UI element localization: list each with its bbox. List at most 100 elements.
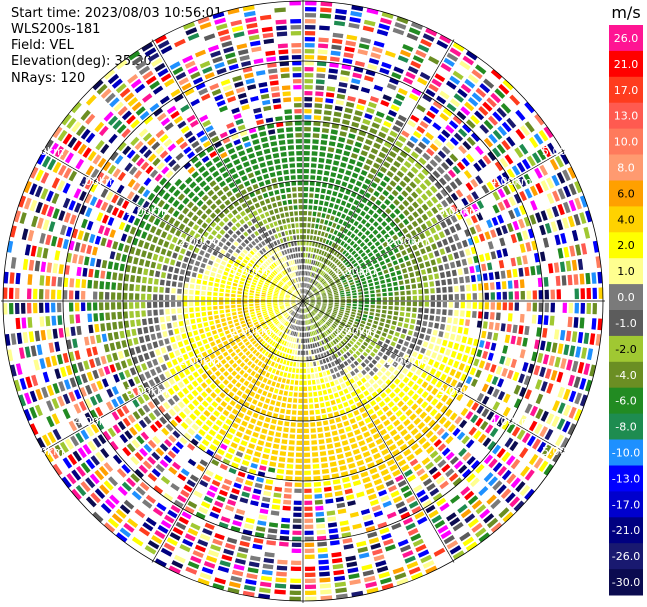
velocity-bin: [279, 352, 283, 357]
velocity-bin: [319, 311, 324, 314]
velocity-bin: [304, 31, 316, 36]
velocity-bin: [221, 318, 226, 323]
velocity-bin: [147, 472, 158, 482]
velocity-bin: [294, 482, 302, 487]
velocity-bin: [325, 214, 331, 220]
velocity-bin: [76, 325, 82, 336]
velocity-bin: [397, 275, 403, 280]
velocity-bin: [314, 308, 319, 311]
velocity-bin: [502, 406, 511, 417]
velocity-bin: [520, 290, 525, 300]
velocity-bin: [132, 399, 140, 408]
velocity-bin: [495, 281, 501, 290]
velocity-bin: [328, 240, 333, 246]
velocity-bin: [317, 354, 322, 359]
velocity-bin: [3, 287, 8, 299]
velocity-bin: [407, 119, 417, 128]
velocity-bin: [147, 285, 152, 292]
velocity-bin: [241, 354, 247, 360]
velocity-bin: [198, 328, 205, 334]
velocity-bin: [304, 464, 311, 469]
velocity-bin: [430, 301, 435, 307]
velocity-bin: [328, 349, 333, 355]
velocity-bin: [379, 428, 387, 436]
velocity-bin: [9, 287, 14, 299]
velocity-bin: [388, 229, 395, 236]
velocity-bin: [233, 482, 242, 489]
velocity-bin: [210, 383, 217, 390]
velocity-bin: [459, 318, 464, 326]
velocity-bin: [202, 474, 212, 483]
velocity-bin: [421, 401, 429, 409]
velocity-bin: [311, 247, 314, 253]
velocity-bin: [352, 72, 362, 79]
velocity-bin: [235, 382, 242, 388]
velocity-bin: [208, 429, 217, 437]
velocity-bin: [348, 197, 354, 203]
velocity-bin: [361, 218, 367, 225]
velocity-bin: [506, 323, 512, 333]
velocity-bin: [501, 121, 512, 133]
velocity-bin: [368, 378, 375, 385]
velocity-bin: [322, 420, 329, 426]
velocity-bin: [193, 266, 199, 272]
velocity-bin: [335, 8, 347, 15]
velocity-bin: [534, 113, 545, 126]
velocity-bin: [496, 249, 503, 259]
velocity-bin: [363, 431, 371, 438]
velocity-bin: [330, 341, 335, 347]
velocity-bin: [364, 307, 369, 311]
velocity-bin: [336, 224, 341, 230]
velocity-bin: [89, 358, 96, 369]
velocity-bin: [117, 450, 127, 461]
velocity-bin: [331, 314, 336, 318]
velocity-bin: [203, 561, 216, 569]
velocity-bin: [370, 195, 377, 202]
velocity-bin: [248, 443, 256, 449]
velocity-bin: [341, 181, 348, 187]
velocity-bin: [407, 205, 415, 213]
velocity-bin: [446, 207, 454, 216]
velocity-bin: [412, 55, 424, 64]
velocity-bin: [174, 245, 181, 253]
velocity-bin: [40, 261, 47, 272]
velocity-bin: [211, 330, 218, 335]
velocity-bin: [303, 362, 306, 367]
velocity-bin: [304, 265, 307, 270]
velocity-bin: [292, 304, 296, 307]
velocity-bin: [276, 344, 281, 349]
velocity-bin: [293, 305, 297, 308]
velocity-bin: [283, 499, 292, 505]
velocity-bin: [289, 309, 293, 313]
velocity-bin: [449, 439, 459, 449]
velocity-bin: [299, 308, 301, 313]
velocity-bin: [483, 282, 489, 291]
velocity-bin: [112, 454, 123, 465]
velocity-bin: [469, 226, 477, 235]
velocity-bin: [334, 295, 339, 298]
velocity-bin: [571, 360, 579, 373]
velocity-bin: [323, 345, 328, 351]
velocity-bin: [340, 383, 346, 389]
velocity-bin: [346, 296, 351, 299]
velocity-bin: [345, 291, 351, 294]
velocity-bin: [105, 302, 110, 310]
velocity-bin: [519, 387, 527, 398]
velocity-bin: [196, 341, 203, 347]
velocity-bin: [318, 390, 323, 396]
velocity-bin: [39, 316, 45, 327]
velocity-bin: [483, 513, 495, 524]
velocity-bin: [324, 323, 329, 328]
velocity-bin: [237, 301, 242, 304]
velocity-bin: [318, 31, 330, 37]
velocity-bin: [378, 151, 386, 159]
velocity-bin: [251, 549, 262, 556]
velocity-bin: [42, 343, 49, 355]
velocity-bin: [237, 502, 247, 510]
velocity-bin: [429, 450, 439, 459]
velocity-bin: [131, 266, 137, 274]
velocity-bin: [484, 362, 491, 371]
velocity-bin: [460, 310, 465, 317]
velocity-bin: [497, 465, 507, 477]
velocity-bin: [258, 281, 263, 285]
